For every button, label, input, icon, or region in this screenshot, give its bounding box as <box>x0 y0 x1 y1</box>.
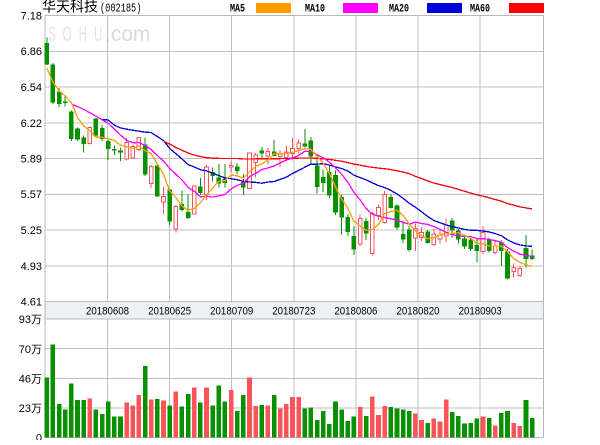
svg-text:SOHU: SOHU <box>48 22 109 46</box>
svg-text:20180709: 20180709 <box>210 306 253 318</box>
svg-text:7.18: 7.18 <box>21 11 42 23</box>
svg-text:20180608: 20180608 <box>86 306 129 318</box>
svg-text:93万: 93万 <box>19 314 42 326</box>
svg-text:5.57: 5.57 <box>21 189 42 201</box>
svg-text:20180806: 20180806 <box>334 306 377 318</box>
svg-text:4.61: 4.61 <box>21 297 42 309</box>
svg-text:20180625: 20180625 <box>148 306 191 318</box>
svg-text:20180820: 20180820 <box>396 306 439 318</box>
svg-text:华天科技: 华天科技 <box>42 0 98 15</box>
svg-text:6.86: 6.86 <box>21 46 42 58</box>
svg-text:MA5: MA5 <box>230 2 245 14</box>
svg-text:6.54: 6.54 <box>21 82 42 94</box>
svg-text:6.22: 6.22 <box>21 118 42 130</box>
svg-text:5.25: 5.25 <box>21 225 42 237</box>
svg-text:70万: 70万 <box>19 344 42 356</box>
svg-text:4.93: 4.93 <box>21 261 42 273</box>
svg-text:46万: 46万 <box>19 374 42 386</box>
svg-text:MA20: MA20 <box>389 2 409 14</box>
svg-text:23万: 23万 <box>19 403 42 415</box>
svg-text:(002185): (002185) <box>100 2 141 16</box>
svg-text:0: 0 <box>36 433 42 441</box>
svg-text:MA10: MA10 <box>305 2 325 14</box>
svg-text:20180723: 20180723 <box>272 306 315 318</box>
svg-text:5.89: 5.89 <box>21 154 42 166</box>
svg-text:MA60: MA60 <box>470 2 490 14</box>
svg-text:20180903: 20180903 <box>459 306 502 318</box>
svg-text:.com: .com <box>105 23 151 46</box>
